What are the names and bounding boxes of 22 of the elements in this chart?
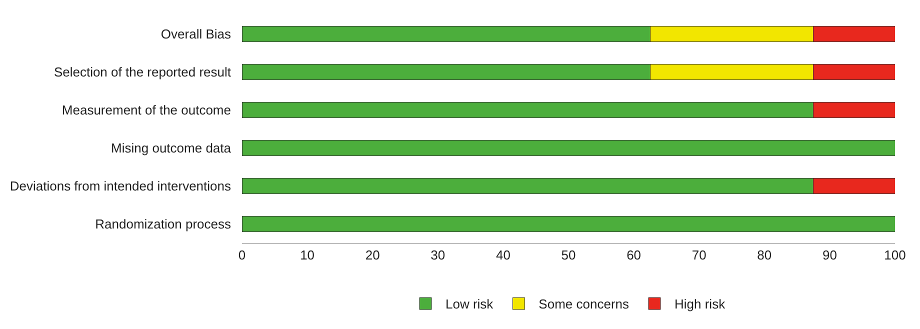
- y-tick-label: Randomization process: [95, 216, 232, 232]
- x-tick-label: 50: [561, 248, 576, 263]
- x-tick-label: 70: [692, 248, 706, 263]
- x-tick-label: 60: [626, 248, 642, 263]
- x-tick-label: 10: [300, 248, 315, 263]
- x-tick-label: 90: [822, 248, 837, 263]
- y-tick-label: Mising outcome data: [111, 140, 232, 156]
- bar: [242, 140, 895, 156]
- y-tick-label: Selection of the reported result: [54, 64, 232, 80]
- legend-label: High risk: [674, 296, 726, 312]
- x-tick-label: 0: [238, 248, 246, 263]
- bar: [242, 216, 895, 232]
- x-tick-label: 20: [365, 248, 380, 263]
- legend-label: Low risk: [446, 296, 494, 312]
- y-tick-label: Overall Bias: [160, 26, 232, 42]
- legend-label: Some concerns: [538, 296, 630, 312]
- y-tick-label: Deviations from intended interventions: [10, 178, 232, 194]
- x-tick-label: 100: [884, 248, 906, 263]
- x-tick-label: 40: [496, 248, 510, 263]
- x-tick-label: 80: [757, 248, 772, 263]
- x-tick-label: 30: [430, 248, 446, 263]
- y-tick-label: Measurement of the outcome: [62, 102, 231, 118]
